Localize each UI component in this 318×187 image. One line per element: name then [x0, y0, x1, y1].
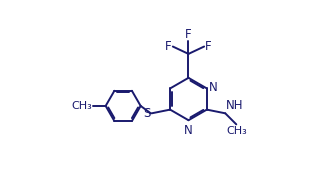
- Text: F: F: [165, 40, 172, 53]
- Text: F: F: [205, 40, 212, 53]
- Text: NH: NH: [226, 99, 244, 112]
- Text: N: N: [184, 124, 193, 137]
- Text: F: F: [185, 28, 192, 41]
- Text: S: S: [143, 107, 150, 120]
- Text: CH₃: CH₃: [71, 101, 92, 111]
- Text: CH₃: CH₃: [226, 126, 247, 136]
- Text: N: N: [209, 81, 218, 94]
